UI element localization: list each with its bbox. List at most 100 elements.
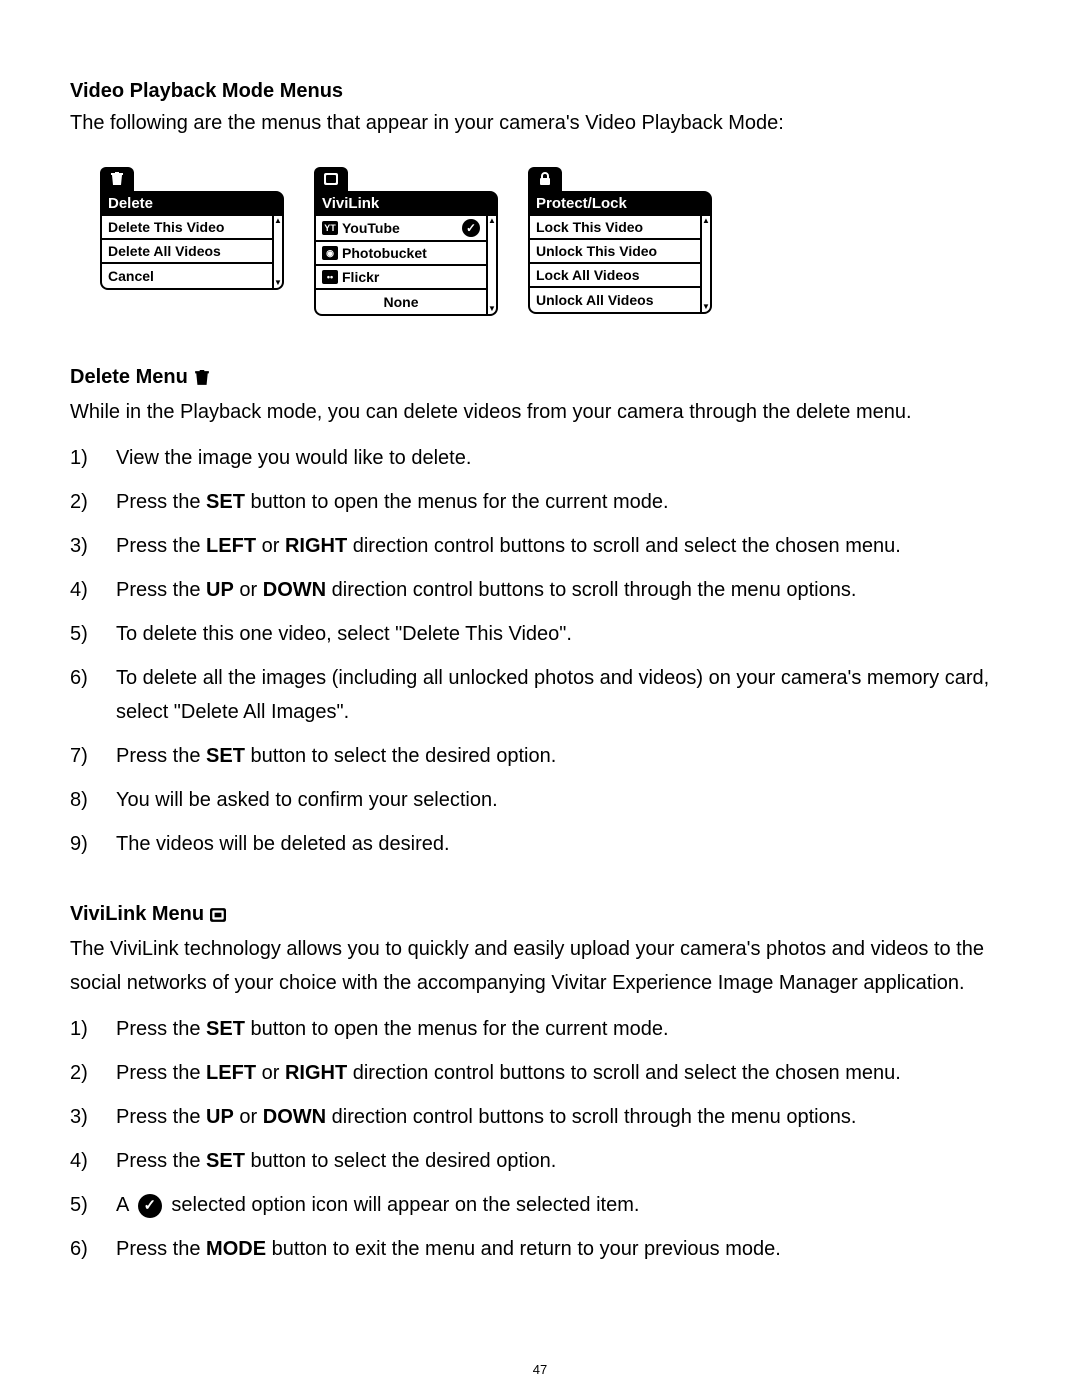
step-text: Press the MODE button to exit the menu a…: [116, 1232, 1010, 1266]
lock-icon: [539, 172, 551, 186]
vivilink-intro: The ViviLink technology allows you to qu…: [70, 932, 1010, 1000]
step-text: Press the SET button to select the desir…: [116, 1144, 1010, 1178]
step-row: 5) A ✓ selected option icon will appear …: [70, 1188, 1010, 1222]
menu-protect-tab: [528, 167, 562, 191]
menu-delete-scrollbar[interactable]: ▲ ▼: [272, 216, 282, 288]
scroll-up-icon: ▲: [274, 216, 282, 226]
step-row: 1) View the image you would like to dele…: [70, 441, 1010, 475]
step-number: 4): [70, 1144, 116, 1178]
menu-item-label: Photobucket: [342, 245, 427, 261]
step-row: 1) Press the SET button to open the menu…: [70, 1012, 1010, 1046]
step-text: You will be asked to confirm your select…: [116, 783, 1010, 817]
menu-item-label: Flickr: [342, 269, 379, 285]
step-row: 8) You will be asked to confirm your sel…: [70, 783, 1010, 817]
section-title-text: Video Playback Mode Menus: [70, 80, 343, 103]
vivilink-icon: [210, 907, 226, 923]
scroll-down-icon: ▼: [488, 304, 496, 314]
menu-item-label: None: [384, 294, 419, 310]
step-text: Press the UP or DOWN direction control b…: [116, 573, 1010, 607]
step-number: 6): [70, 1232, 116, 1266]
step-number: 1): [70, 441, 116, 475]
menu-item-flickr[interactable]: •• Flickr: [316, 266, 486, 290]
step-row: 6) To delete all the images (including a…: [70, 661, 1010, 729]
step-text: A ✓ selected option icon will appear on …: [116, 1188, 1010, 1222]
section-title-text: ViviLink Menu: [70, 903, 204, 926]
menus-row: Delete Delete This Video Delete All Vide…: [100, 167, 1010, 316]
step-row: 4) Press the SET button to select the de…: [70, 1144, 1010, 1178]
step-number: 3): [70, 1100, 116, 1134]
step-number: 8): [70, 783, 116, 817]
step-text: Press the SET button to open the menus f…: [116, 485, 1010, 519]
step-number: 4): [70, 573, 116, 607]
menu-vivilink-body: YT YouTube ✓ ◉ Photobucket •• Flickr Non…: [314, 216, 498, 316]
menu-delete-header: Delete: [100, 191, 284, 216]
step-number: 9): [70, 827, 116, 861]
menu-protect: Protect/Lock Lock This Video Unlock This…: [528, 167, 712, 316]
section-title-text: Delete Menu: [70, 366, 188, 389]
vivilink-icon: [324, 173, 338, 185]
step-number: 2): [70, 1056, 116, 1090]
step-text: Press the LEFT or RIGHT direction contro…: [116, 529, 1010, 563]
menu-item-lock-all[interactable]: Lock All Videos: [530, 264, 700, 288]
step-row: 5) To delete this one video, select "Del…: [70, 617, 1010, 651]
step-text: To delete this one video, select "Delete…: [116, 617, 1010, 651]
menu-item-delete-this[interactable]: Delete This Video: [102, 216, 272, 240]
menu-item-none[interactable]: None: [316, 290, 486, 314]
step-number: 3): [70, 529, 116, 563]
menu-vivilink-scrollbar[interactable]: ▲ ▼: [486, 216, 496, 314]
menu-item-photobucket[interactable]: ◉ Photobucket: [316, 242, 486, 266]
step-row: 6) Press the MODE button to exit the men…: [70, 1232, 1010, 1266]
step-number: 5): [70, 617, 116, 651]
step-row: 7) Press the SET button to select the de…: [70, 739, 1010, 773]
page-number: 47: [0, 1362, 1080, 1377]
trash-icon: [194, 370, 210, 386]
delete-intro: While in the Playback mode, you can dele…: [70, 395, 1010, 429]
selected-check-icon: ✓: [462, 219, 480, 237]
vivilink-steps: 1) Press the SET button to open the menu…: [70, 1012, 1010, 1266]
delete-steps: 1) View the image you would like to dele…: [70, 441, 1010, 861]
step-number: 1): [70, 1012, 116, 1046]
step-text: Press the LEFT or RIGHT direction contro…: [116, 1056, 1010, 1090]
intro-playback: The following are the menus that appear …: [70, 109, 1010, 137]
menu-delete: Delete Delete This Video Delete All Vide…: [100, 167, 284, 316]
menu-item-unlock-all[interactable]: Unlock All Videos: [530, 288, 700, 312]
menu-item-label: YouTube: [342, 220, 400, 236]
section-title-playback: Video Playback Mode Menus: [70, 80, 1010, 103]
youtube-icon: YT: [322, 221, 338, 235]
scroll-up-icon: ▲: [488, 216, 496, 226]
step-text: View the image you would like to delete.: [116, 441, 1010, 475]
menu-item-unlock-this[interactable]: Unlock This Video: [530, 240, 700, 264]
menu-vivilink-header: ViviLink: [314, 191, 498, 216]
trash-icon: [111, 172, 123, 186]
menu-item-lock-this[interactable]: Lock This Video: [530, 216, 700, 240]
scroll-up-icon: ▲: [702, 216, 710, 226]
scroll-down-icon: ▼: [274, 278, 282, 288]
section-title-vivilink: ViviLink Menu: [70, 903, 1010, 926]
step-number: 6): [70, 661, 116, 729]
step-row: 3) Press the LEFT or RIGHT direction con…: [70, 529, 1010, 563]
step-row: 2) Press the LEFT or RIGHT direction con…: [70, 1056, 1010, 1090]
photobucket-icon: ◉: [322, 246, 338, 260]
scroll-down-icon: ▼: [702, 302, 710, 312]
step-row: 3) Press the UP or DOWN direction contro…: [70, 1100, 1010, 1134]
step-text: Press the UP or DOWN direction control b…: [116, 1100, 1010, 1134]
menu-vivilink-tab: [314, 167, 348, 191]
menu-delete-body: Delete This Video Delete All Videos Canc…: [100, 216, 284, 290]
step-text: To delete all the images (including all …: [116, 661, 1010, 729]
step-number: 5): [70, 1188, 116, 1222]
step-row: 2) Press the SET button to open the menu…: [70, 485, 1010, 519]
menu-item-delete-all[interactable]: Delete All Videos: [102, 240, 272, 264]
step-row: 4) Press the UP or DOWN direction contro…: [70, 573, 1010, 607]
menu-protect-header: Protect/Lock: [528, 191, 712, 216]
step-number: 7): [70, 739, 116, 773]
selected-check-icon: ✓: [138, 1194, 162, 1218]
step-text: Press the SET button to open the menus f…: [116, 1012, 1010, 1046]
menu-protect-scrollbar[interactable]: ▲ ▼: [700, 216, 710, 312]
step-text: The videos will be deleted as desired.: [116, 827, 1010, 861]
menu-item-cancel[interactable]: Cancel: [102, 264, 272, 288]
step-row: 9) The videos will be deleted as desired…: [70, 827, 1010, 861]
step-text: Press the SET button to select the desir…: [116, 739, 1010, 773]
menu-protect-body: Lock This Video Unlock This Video Lock A…: [528, 216, 712, 314]
menu-item-youtube[interactable]: YT YouTube ✓: [316, 216, 486, 242]
menu-delete-tab: [100, 167, 134, 191]
